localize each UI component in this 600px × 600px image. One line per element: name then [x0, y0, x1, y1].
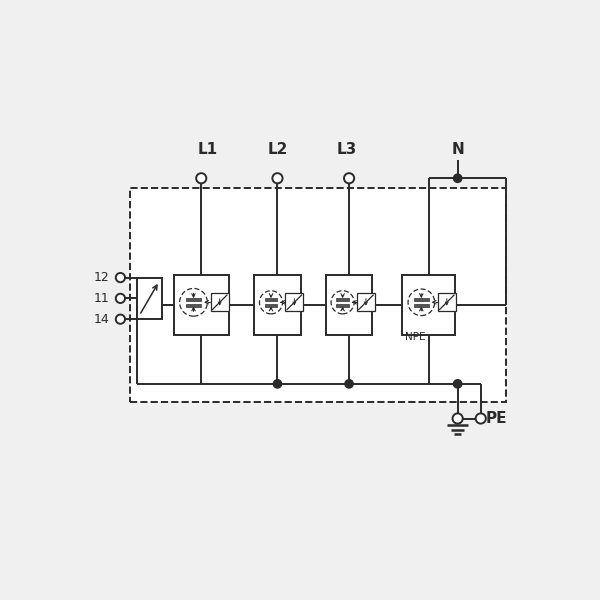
Bar: [336, 298, 349, 301]
Circle shape: [454, 174, 462, 182]
Circle shape: [454, 380, 462, 388]
Bar: [357, 293, 375, 311]
Circle shape: [274, 380, 281, 388]
Circle shape: [476, 413, 486, 424]
Text: L1: L1: [198, 142, 218, 157]
Bar: [326, 275, 372, 335]
Bar: [130, 187, 506, 403]
Bar: [402, 275, 455, 335]
Bar: [336, 304, 349, 307]
Circle shape: [116, 273, 125, 282]
Text: 12: 12: [94, 271, 110, 284]
Bar: [265, 304, 277, 307]
Bar: [186, 298, 201, 301]
Circle shape: [345, 380, 353, 388]
Text: 14: 14: [94, 313, 110, 326]
Bar: [265, 298, 277, 301]
Circle shape: [196, 173, 206, 184]
Bar: [414, 298, 428, 301]
Circle shape: [452, 413, 463, 424]
Bar: [414, 304, 428, 307]
Circle shape: [116, 294, 125, 303]
Bar: [130, 187, 506, 403]
Bar: [211, 293, 229, 311]
Circle shape: [344, 173, 354, 184]
Text: 11: 11: [94, 292, 110, 305]
Text: NPE: NPE: [406, 332, 426, 341]
Bar: [286, 293, 304, 311]
Text: PE: PE: [485, 411, 507, 426]
Bar: [173, 275, 229, 335]
Circle shape: [116, 314, 125, 324]
Text: L3: L3: [337, 142, 357, 157]
Bar: [186, 304, 201, 307]
Bar: [438, 293, 456, 311]
Text: L2: L2: [267, 142, 287, 157]
Bar: [254, 275, 301, 335]
Circle shape: [272, 173, 283, 184]
Bar: [137, 278, 162, 319]
Text: N: N: [451, 142, 464, 157]
